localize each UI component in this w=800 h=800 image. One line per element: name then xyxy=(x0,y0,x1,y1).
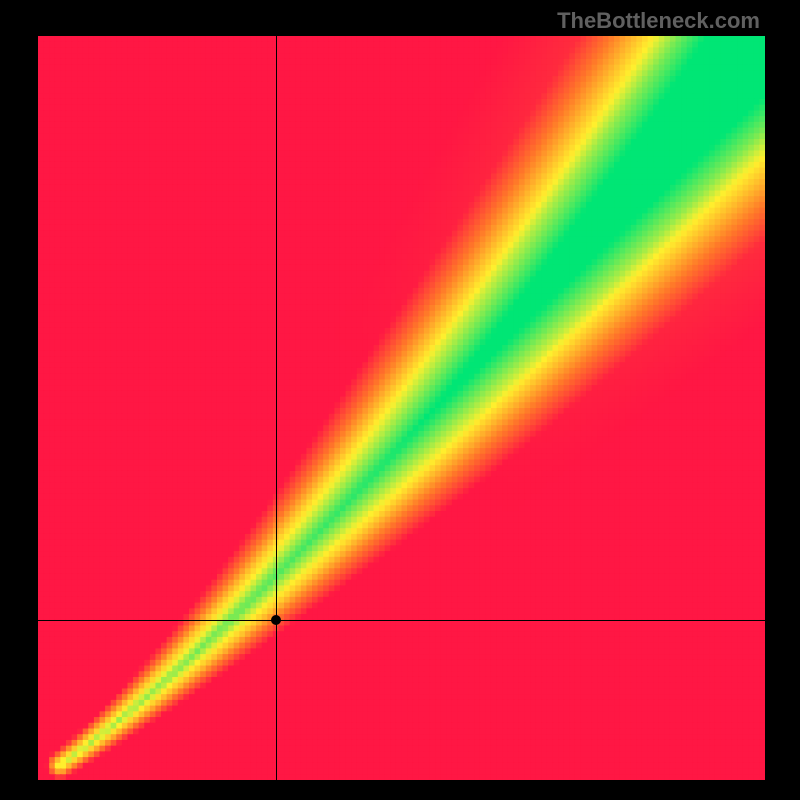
crosshair-horizontal xyxy=(38,620,765,621)
watermark-text: TheBottleneck.com xyxy=(557,8,760,34)
chart-container: TheBottleneck.com xyxy=(0,0,800,800)
crosshair-marker xyxy=(271,615,281,625)
bottleneck-heatmap xyxy=(38,36,765,780)
crosshair-vertical xyxy=(276,36,277,780)
